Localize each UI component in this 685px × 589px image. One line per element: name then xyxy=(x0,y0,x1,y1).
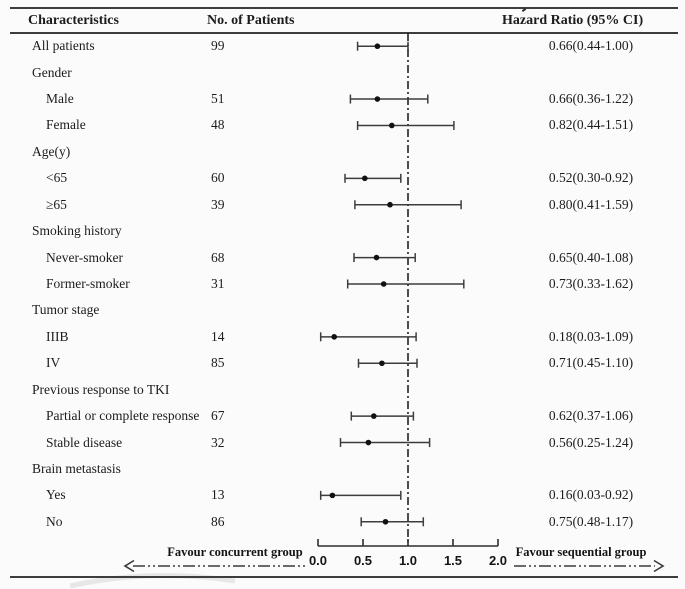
row-item: Yes 13 0.16(0.03-0.92) xyxy=(0,482,685,508)
row-label: Partial or complete response xyxy=(46,408,200,424)
row-label: Stable disease xyxy=(46,434,123,450)
row-label: Gender xyxy=(32,64,72,80)
hazard-ratio-value: 0.66(0.36-1.22) xyxy=(548,91,634,107)
row-label: Previous response to TKI xyxy=(32,381,170,397)
patient-count: 13 xyxy=(211,487,225,503)
hazard-ratio-value: 0.71(0.45-1.10) xyxy=(548,355,634,371)
row-item: <65 60 0.52(0.30-0.92) xyxy=(0,165,685,191)
row-category: Tumor stage xyxy=(0,297,685,323)
row-label: Brain metastasis xyxy=(32,460,121,476)
row-label: Former-smoker xyxy=(46,276,130,291)
row-label: All patients xyxy=(32,38,95,54)
patient-count: 51 xyxy=(211,91,225,107)
row-item: IIIB 14 0.18(0.03-1.09) xyxy=(0,324,685,350)
favour-right-label: Favour sequential group xyxy=(515,545,647,559)
axis-tick-label: 1.0 xyxy=(399,553,417,568)
patient-count: 99 xyxy=(211,38,225,54)
hazard-ratio-value: 0.62(0.37-1.06) xyxy=(548,408,634,424)
hazard-ratio-value: 0.16(0.03-0.92) xyxy=(548,487,634,503)
patient-count: 48 xyxy=(211,117,225,133)
patient-count: 31 xyxy=(211,276,225,291)
axis-tick-label: 1.5 xyxy=(444,553,462,568)
favour-left-arrowhead xyxy=(123,559,135,573)
row-item: Partial or complete response 67 0.62(0.37-… xyxy=(0,403,685,429)
row-category: Previous response to TKI xyxy=(0,376,685,402)
hazard-ratio-value: 0.52(0.30-0.92) xyxy=(548,170,634,186)
patient-count: 32 xyxy=(211,434,225,450)
row-category: Gender xyxy=(0,59,685,85)
row-label: Smoking history xyxy=(32,223,122,239)
row-category: Brain metastasis xyxy=(0,456,685,482)
patient-count: 85 xyxy=(211,355,225,371)
table-rows: All patients 99 0.66(0.44-1.00) Gender Male 5… xyxy=(0,33,685,535)
top-rule xyxy=(10,7,678,9)
patient-count: 14 xyxy=(211,328,225,344)
hazard-ratio-value: 0.66(0.44-1.00) xyxy=(548,38,634,54)
hazard-ratio-value: 0.73(0.33-1.62) xyxy=(548,276,634,291)
row-item: ≥65 39 0.80(0.41-1.59) xyxy=(0,192,685,218)
row-category: Age(y) xyxy=(0,139,685,165)
row-item: IV 85 0.71(0.45-1.10) xyxy=(0,350,685,376)
hazard-ratio-value: 0.80(0.41-1.59) xyxy=(548,196,634,212)
row-label: IIIB xyxy=(46,328,69,344)
column-header-hazard-ratio: Hazard Ratio (95% CI) xyxy=(502,13,644,28)
row-item: All patients 99 0.66(0.44-1.00) xyxy=(0,33,685,59)
favour-left-label: Favour concurrent group xyxy=(167,545,303,559)
bottom-rule xyxy=(10,576,678,578)
row-item: Male 51 0.66(0.36-1.22) xyxy=(0,86,685,112)
row-category: Smoking history xyxy=(0,218,685,244)
row-label: Tumor stage xyxy=(32,302,100,318)
row-label: Never-smoker xyxy=(46,249,123,265)
row-label: Female xyxy=(46,117,86,133)
patient-count: 67 xyxy=(211,408,225,424)
column-header-patients: No. of Patients xyxy=(207,13,295,28)
patient-count: 60 xyxy=(211,170,225,186)
row-label: ≥65 xyxy=(46,196,67,212)
axis-tick-label: 0.5 xyxy=(354,553,372,568)
patient-count: 68 xyxy=(211,249,225,265)
header-rule xyxy=(10,32,678,34)
hazard-ratio-value: 0.65(0.40-1.08) xyxy=(548,249,634,265)
row-label: Yes xyxy=(46,487,66,503)
row-item: Former-smoker 31 0.73(0.33-1.62) xyxy=(0,271,685,297)
row-item: No 86 0.75(0.48-1.17) xyxy=(0,509,685,535)
column-header-characteristics: Characteristics xyxy=(28,13,119,28)
row-item: Never-smoker 68 0.65(0.40-1.08) xyxy=(0,244,685,270)
patient-count: 39 xyxy=(211,196,225,212)
hazard-ratio-value: 0.75(0.48-1.17) xyxy=(548,513,634,529)
hazard-ratio-value: 0.18(0.03-1.09) xyxy=(548,328,634,344)
hazard-ratio-value: 0.56(0.25-1.24) xyxy=(548,434,634,450)
row-label: Male xyxy=(46,91,74,107)
row-label: IV xyxy=(46,355,61,371)
hazard-ratio-value: 0.82(0.44-1.51) xyxy=(548,117,634,133)
row-item: Stable disease 32 0.56(0.25-1.24) xyxy=(0,429,685,455)
row-item: Female 48 0.82(0.44-1.51) xyxy=(0,112,685,138)
row-label: No xyxy=(46,513,63,529)
row-label: <65 xyxy=(46,170,68,186)
patient-count: 86 xyxy=(211,513,225,529)
favour-right-arrowhead xyxy=(653,559,665,573)
row-label: Age(y) xyxy=(32,143,71,159)
